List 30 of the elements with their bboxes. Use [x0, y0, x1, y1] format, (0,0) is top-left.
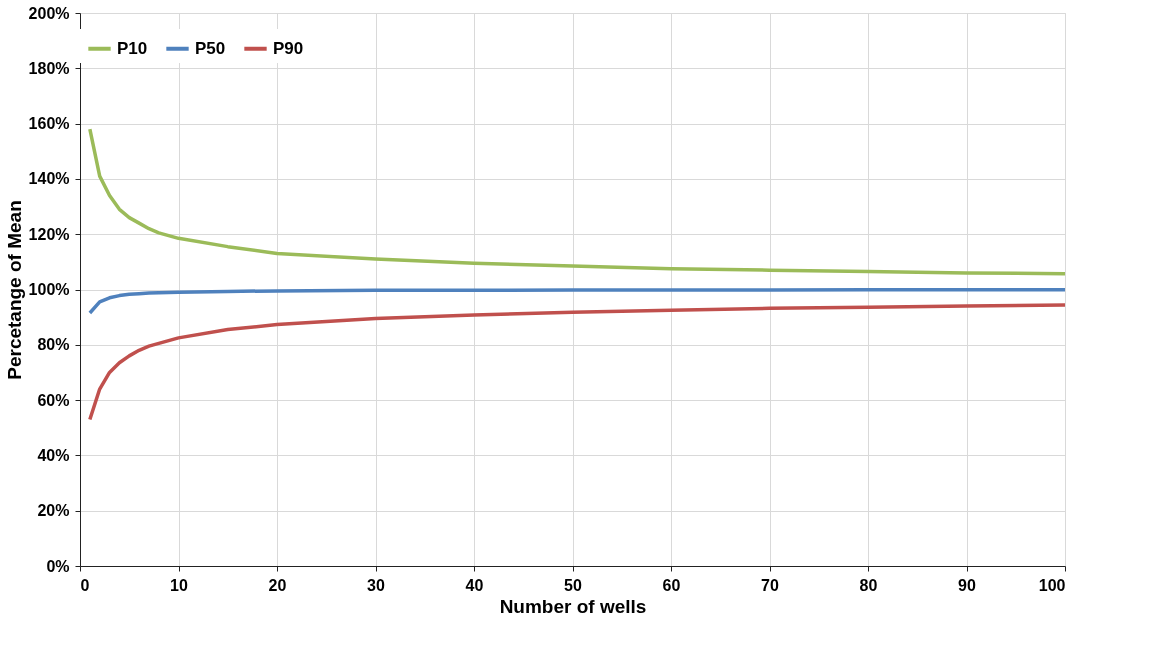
line-series [88, 288, 1067, 315]
x-tick-label: 80 [859, 576, 878, 594]
x-tick-label: 0 [80, 576, 90, 594]
y-axis-title: Percetange of Mean [3, 200, 25, 380]
y-tick-label: 200% [28, 4, 70, 22]
x-tick-label: 100 [1038, 576, 1066, 594]
legend-label: P10 [117, 38, 148, 58]
x-tick-label: 50 [564, 576, 582, 594]
y-tick-label: 120% [28, 225, 70, 243]
y-tick-label: 180% [28, 59, 70, 77]
y-tick-label: 100% [28, 281, 70, 298]
x-tick-label: 60 [662, 576, 681, 594]
x-tick-label: 90 [958, 576, 976, 594]
x-tick-label: 10 [170, 576, 188, 594]
x-axis-title: Number of wells [499, 595, 647, 617]
x-tick-label: 40 [465, 576, 484, 594]
y-tick-label: 160% [28, 115, 70, 133]
line-series [88, 127, 1067, 276]
y-tick-label: 140% [28, 170, 70, 188]
y-tick-label: 60% [37, 391, 70, 409]
legend-label: P90 [273, 38, 304, 58]
y-tick-label: 40% [37, 446, 70, 464]
y-tick-label: 20% [37, 502, 70, 520]
y-tick-label: 0% [46, 557, 70, 575]
line-series [88, 303, 1067, 422]
legend-label: P50 [195, 38, 226, 58]
y-tick-label: 80% [37, 336, 70, 354]
x-tick-label: 30 [367, 576, 385, 594]
x-tick-label: 20 [268, 576, 287, 594]
x-tick-label: 70 [761, 576, 779, 594]
